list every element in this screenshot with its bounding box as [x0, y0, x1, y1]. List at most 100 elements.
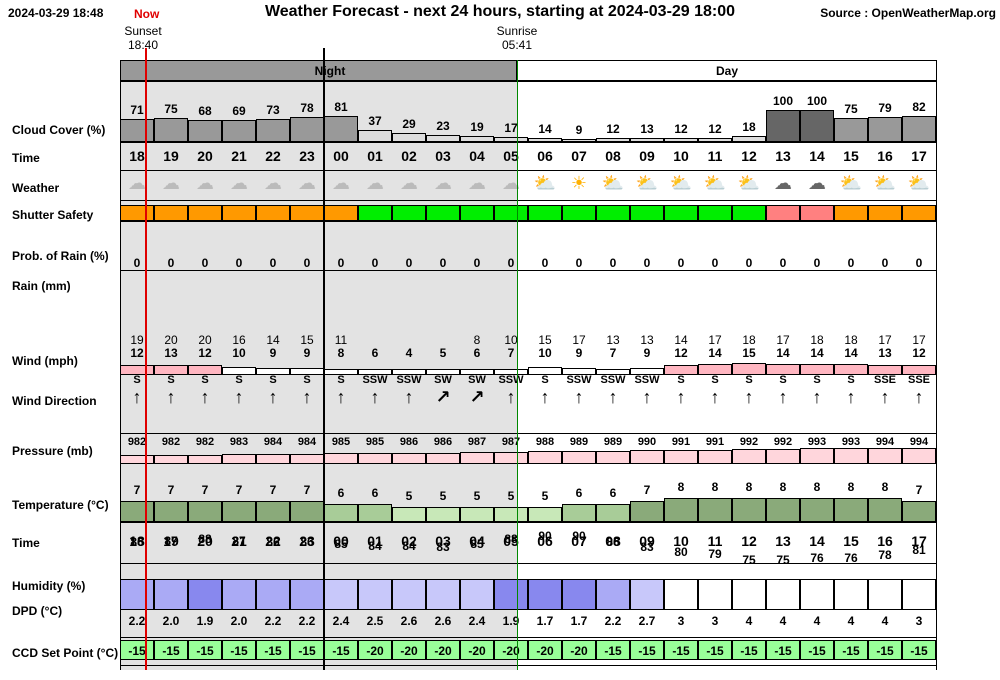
humidity-value: 90 [572, 529, 586, 543]
ccd-value: -20 [536, 644, 554, 658]
ccd-value: -20 [468, 644, 486, 658]
wind-arrow-icon: ↑ [812, 387, 822, 407]
pressure-bar [766, 449, 800, 464]
label-humidity: Humidity (%) [12, 579, 86, 593]
sunset-time: 18:40 [127, 38, 159, 52]
shutter-safety-cell [120, 205, 154, 221]
cloudy-moon-icon: ☁ [298, 173, 316, 193]
shutter-safety-cell [426, 205, 460, 221]
shutter-safety-cell [732, 205, 766, 221]
wind-gust-value: 15 [538, 333, 552, 347]
humidity-value: 86 [606, 535, 620, 549]
pressure-value: 990 [637, 436, 657, 448]
wind-direction-value: S [541, 374, 549, 386]
ccd-cell [698, 640, 732, 660]
pressure-bar [392, 453, 426, 464]
partly-cloudy-moon-icon: ☁ [128, 173, 146, 193]
wind-direction-value: SW [468, 374, 486, 386]
dpd-value: 3 [915, 614, 923, 628]
temperature-value: 6 [575, 486, 583, 500]
rain-probability-value: 0 [541, 256, 549, 270]
dpd-value: 1.9 [502, 614, 520, 628]
cloud-bar [460, 136, 494, 142]
ccd-value: -20 [400, 644, 418, 658]
hour-label-bottom: 17 [911, 533, 927, 549]
cloud-value: 75 [844, 102, 858, 116]
label-wind-direction: Wind Direction [12, 394, 97, 408]
temperature-bar [562, 504, 596, 522]
cloud-bar [868, 117, 902, 142]
wind-bar [460, 369, 494, 375]
hour-label-bottom: 15 [843, 533, 859, 549]
ccd-value: -15 [808, 644, 826, 658]
cloud-bar [732, 136, 766, 142]
hour-label: 19 [163, 148, 179, 164]
shutter-safety-cell [698, 205, 732, 221]
sunset-label: Sunset 18:40 [118, 24, 168, 52]
label-dpd: DPD (°C) [12, 604, 63, 618]
temperature-bar [528, 507, 562, 522]
ccd-value: -15 [604, 644, 622, 658]
wind-speed-value: 15 [742, 346, 756, 360]
pressure-bar [732, 449, 766, 464]
wind-gust-value: 11 [334, 333, 348, 347]
humidity-value: 86 [300, 535, 314, 549]
ccd-value: -15 [264, 644, 282, 658]
now-marker-line [145, 48, 147, 670]
ccd-cell [460, 640, 494, 660]
rain-probability-value: 0 [609, 256, 617, 270]
wind-speed-value: 9 [575, 346, 583, 360]
ccd-cell [562, 640, 596, 660]
wind-direction-value: S [677, 374, 685, 386]
wind-bar [868, 365, 902, 375]
cloud-bar [256, 119, 290, 142]
current-datetime: 2024-03-29 18:48 [8, 6, 104, 20]
cloud-value: 12 [606, 122, 620, 136]
cloud-bar [698, 138, 732, 142]
label-cloud-cover: Cloud Cover (%) [12, 123, 106, 137]
humidity-value: 88 [504, 532, 518, 546]
temperature-value: 5 [473, 489, 481, 503]
temperature-value: 6 [371, 486, 379, 500]
partly-cloudy-moon-icon: ☁ [434, 173, 452, 193]
ccd-cell [834, 640, 868, 660]
row-separator [120, 563, 937, 564]
hour-label: 01 [367, 148, 383, 164]
row-separator [120, 170, 937, 171]
humidity-value: 84 [368, 539, 382, 553]
dpd-value: 4 [813, 614, 821, 628]
humidity-bar [222, 579, 256, 610]
wind-direction-value: SW [434, 374, 452, 386]
rain-probability-value: 0 [677, 256, 685, 270]
wind-speed-value: 4 [405, 346, 413, 360]
humidity-value: 76 [810, 551, 824, 565]
wind-arrow-icon: ↑ [132, 387, 142, 407]
wind-gust-value: 18 [810, 333, 824, 347]
partly-cloudy-sun-icon: ⛅ [907, 173, 931, 193]
hour-label-bottom: 22 [265, 533, 281, 549]
wind-bar [698, 364, 732, 375]
ccd-value: -15 [672, 644, 690, 658]
cloud-value: 18 [742, 120, 756, 134]
temperature-bar [494, 507, 528, 522]
wind-arrow-icon: ↑ [336, 387, 346, 407]
pressure-bar [290, 454, 324, 464]
sunrise-divider [517, 60, 518, 670]
sun-icon: ☀ [570, 173, 588, 193]
hour-label: 04 [469, 148, 485, 164]
rain-probability-value: 0 [575, 256, 583, 270]
wind-bar [256, 368, 290, 375]
wind-direction-value: S [745, 374, 753, 386]
wind-arrow-icon: ↑ [676, 387, 686, 407]
row-separator [120, 221, 937, 222]
humidity-bar [834, 579, 868, 610]
wind-speed-value: 6 [371, 346, 379, 360]
temperature-value: 8 [847, 480, 855, 494]
overcast-icon: ☁ [774, 173, 792, 193]
wind-speed-value: 5 [439, 346, 447, 360]
hour-label: 09 [639, 148, 655, 164]
cloud-bar [800, 110, 834, 142]
wind-arrow-icon: ↑ [404, 387, 414, 407]
wind-arrow-icon: ↗ [435, 387, 451, 407]
wind-bar [766, 364, 800, 375]
